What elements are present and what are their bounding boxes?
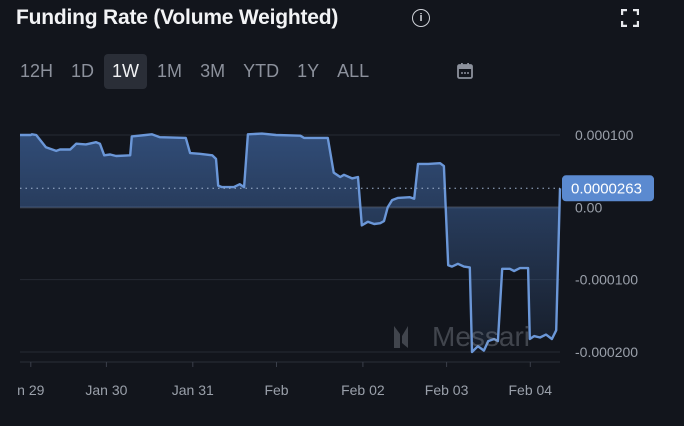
current-value-badge: 0.0000263: [562, 175, 654, 202]
time-range-selector: 12H 1D 1W 1M 3M YTD 1Y ALL: [12, 54, 377, 89]
y-tick-label: 0.000100: [575, 127, 634, 143]
current-value-label: 0.0000263: [571, 180, 642, 197]
x-tick-label: Feb 02: [341, 382, 385, 398]
range-1m[interactable]: 1M: [157, 61, 183, 81]
watermark-text: Messari: [432, 321, 530, 352]
y-tick-label: -0.000100: [575, 272, 638, 288]
y-tick-label: 0.00: [575, 199, 602, 215]
x-tick-label: Jan 31: [172, 382, 214, 398]
fullscreen-icon[interactable]: [621, 9, 639, 27]
x-tick-label: Feb: [264, 382, 288, 398]
x-tick-label: n 29: [17, 382, 44, 398]
range-ytd[interactable]: YTD: [243, 61, 280, 81]
range-all[interactable]: ALL: [337, 61, 370, 81]
chart-title: Funding Rate (Volume Weighted): [16, 6, 339, 29]
range-1w[interactable]: 1W: [104, 54, 148, 89]
series-area: [20, 133, 560, 352]
x-tick-label: Feb 03: [425, 382, 469, 398]
watermark: Messari: [394, 321, 530, 352]
x-tick-label: Feb 04: [509, 382, 553, 398]
series-line: [20, 132, 562, 354]
x-tick-label: Jan 30: [85, 382, 127, 398]
info-icon[interactable]: i: [412, 9, 430, 27]
range-3m[interactable]: 3M: [200, 61, 226, 81]
calendar-icon[interactable]: [456, 62, 474, 80]
range-12h[interactable]: 12H: [20, 61, 54, 81]
range-1d[interactable]: 1D: [71, 61, 95, 81]
range-1y[interactable]: 1Y: [297, 61, 320, 81]
y-tick-label: -0.000200: [575, 344, 638, 360]
